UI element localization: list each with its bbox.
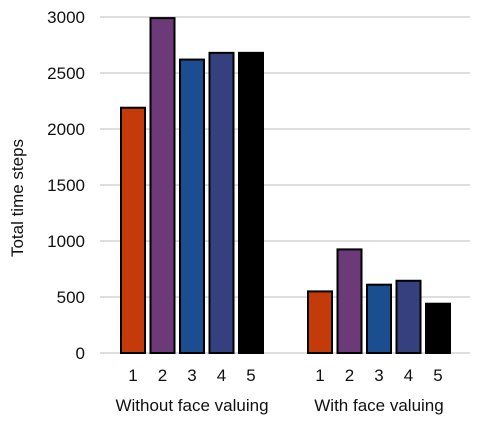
y-tick-label: 2500 [47, 64, 85, 83]
y-tick-label: 0 [76, 344, 85, 363]
bar [120, 106, 146, 354]
x-tick-label: 1 [315, 366, 324, 385]
bar [238, 51, 264, 355]
x-axis-ticks: 1 2 3 4 5 1 2 3 4 5 [128, 366, 442, 385]
y-axis-title: Total time steps [8, 139, 27, 257]
x-tick-label: 2 [345, 366, 354, 385]
y-axis-ticks: 0 500 1000 1500 2000 2500 3000 [47, 8, 85, 363]
bar [336, 248, 363, 354]
x-tick-label: 4 [404, 366, 413, 385]
y-tick-label: 1500 [47, 176, 85, 195]
y-tick-label: 500 [57, 288, 85, 307]
bars [120, 17, 451, 355]
x-tick-label: 4 [217, 366, 226, 385]
group-labels: Without face valuing With face valuing [115, 396, 443, 415]
y-tick-label: 3000 [47, 8, 85, 27]
bar [395, 279, 422, 355]
bar [366, 283, 392, 354]
x-tick-label: 5 [246, 366, 255, 385]
bar [149, 17, 176, 355]
bar [179, 58, 205, 355]
group-label: With face valuing [314, 396, 443, 415]
bar [307, 290, 333, 354]
x-tick-label: 1 [128, 366, 137, 385]
y-tick-label: 2000 [47, 120, 85, 139]
x-tick-label: 2 [158, 366, 167, 385]
y-tick-label: 1000 [47, 232, 85, 251]
bar [425, 302, 451, 354]
bar [208, 51, 235, 355]
x-tick-label: 3 [374, 366, 383, 385]
x-tick-label: 5 [433, 366, 442, 385]
group-label: Without face valuing [115, 396, 268, 415]
x-tick-label: 3 [187, 366, 196, 385]
